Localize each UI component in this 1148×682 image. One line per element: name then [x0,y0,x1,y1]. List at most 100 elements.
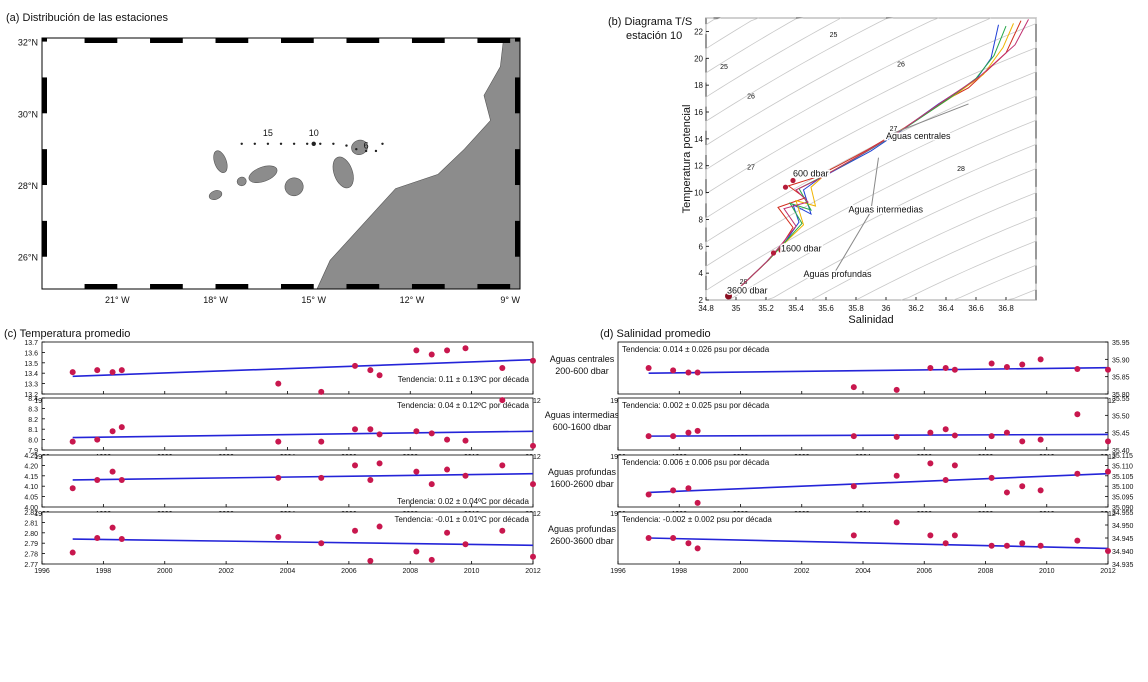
station-10-point [311,141,316,146]
y-tick-label: 13.6 [24,350,38,357]
ts-annotation: 3600 dbar [727,285,768,295]
isopycnal-line [811,211,1037,301]
data-point [1003,363,1010,370]
y-tick-label: 13.5 [24,361,38,368]
trend-fit-line [648,433,1109,437]
y-tick-label: 35.090 [1112,505,1134,512]
station-point [332,142,335,145]
data-point [893,386,900,393]
isopycnal-line [953,283,1037,301]
data-point [1003,542,1010,549]
trend-text: Tendencia: -0.01 ± 0.01ºC por década [394,515,529,524]
y-tick-label: 13.7 [24,340,38,347]
x-tick-label: 2008 [402,568,418,575]
data-point [951,366,958,373]
ts-subtitle: estación 10 [626,30,682,42]
ts-title: (b) Diagrama T/S [608,16,692,28]
x-tick-label: 1996 [34,568,50,575]
leader-line [833,211,872,275]
y-tick-label: 2.79 [24,541,38,548]
island-la-gomera [236,176,247,187]
water-mass-label: Aguas profundas [548,467,617,477]
data-point [942,540,949,547]
data-point [318,474,325,481]
trend-text: Tendencia: 0.04 ± 0.12ºC por década [397,401,529,410]
data-point [530,442,536,449]
x-tick-label: 35.8 [848,304,864,313]
data-point [376,460,383,467]
y-tick-label: 7.9 [28,448,38,455]
data-point [367,557,374,564]
data-point [670,535,677,541]
ts-annotation: Aguas centrales [886,131,951,141]
y-tick-label: 14 [694,135,703,144]
y-tick-label: 35.100 [1112,484,1134,491]
y-tick-label: 22 [694,27,703,36]
x-tick-label: 2006 [916,568,932,575]
map-border-segment [215,38,249,43]
y-tick-label: 35.105 [1112,474,1134,481]
data-point [893,472,900,479]
island-fuerteventura [332,156,354,189]
ts-annotation: 1600 dbar [781,244,822,254]
water-mass-label: Aguas centrales [550,354,615,364]
data-point [109,468,116,475]
y-tick-label: 16 [694,108,703,117]
data-point [951,462,958,469]
isopycnal-label: 26 [747,94,755,101]
isopycnal-label: 27 [890,126,898,133]
lon-tick-label: 9° W [500,295,520,305]
data-point [499,365,506,371]
data-point [685,369,692,376]
data-point [942,476,949,483]
y-tick-label: 34.950 [1112,523,1134,530]
deepest-marker [725,292,732,300]
data-point [893,519,900,526]
map-frame-outline [41,37,521,290]
data-point [1105,366,1111,373]
y-tick-label: 4.05 [24,495,38,502]
data-point [367,426,374,433]
trend-fit-line [72,358,534,378]
island-gran-canaria [284,177,304,197]
isopycnal-line [705,17,796,59]
trend-text: Tendencia: 0.02 ± 0.04ºC por década [397,497,529,506]
lat-tick-label: 30°N [18,109,38,119]
station-point [292,142,296,145]
y-tick-label: 6 [699,242,704,251]
data-point [951,432,958,439]
map-border-segment [150,284,183,289]
data-point [376,431,383,438]
data-point [69,438,76,445]
data-point [645,433,652,440]
island-la-palma [213,150,228,173]
station-label: 6 [364,141,369,151]
data-point [988,433,995,440]
lon-tick-label: 21° W [105,295,130,305]
x-tick-label: 2000 [157,568,173,575]
data-point [318,540,325,547]
y-tick-label: 12 [694,162,703,171]
trend-fit-line [72,538,534,547]
trend-fit-line [648,366,1109,374]
x-tick-label: 1998 [671,568,687,575]
station-point [253,142,257,145]
y-tick-label: 35.85 [1112,375,1130,382]
ts-annotation: 600 dbar [793,168,829,178]
data-point [109,524,116,531]
map-border-segment [477,284,511,289]
data-point [444,466,451,473]
isopycnal-label: 28 [740,279,748,286]
data-point [428,481,435,488]
data-point [376,523,383,530]
map-border-segment [515,77,520,114]
data-point [462,437,469,444]
y-tick-label: 10 [694,189,703,198]
lon-tick-label: 12° W [400,295,425,305]
isopycnal-line [705,17,759,35]
y-tick-label: 35.90 [1112,357,1130,364]
data-point [462,472,469,479]
series-row-frame [617,511,1109,565]
leader-line [888,103,969,136]
trend-text: Tendencia: 0.002 ± 0.025 psu por década [622,401,770,410]
